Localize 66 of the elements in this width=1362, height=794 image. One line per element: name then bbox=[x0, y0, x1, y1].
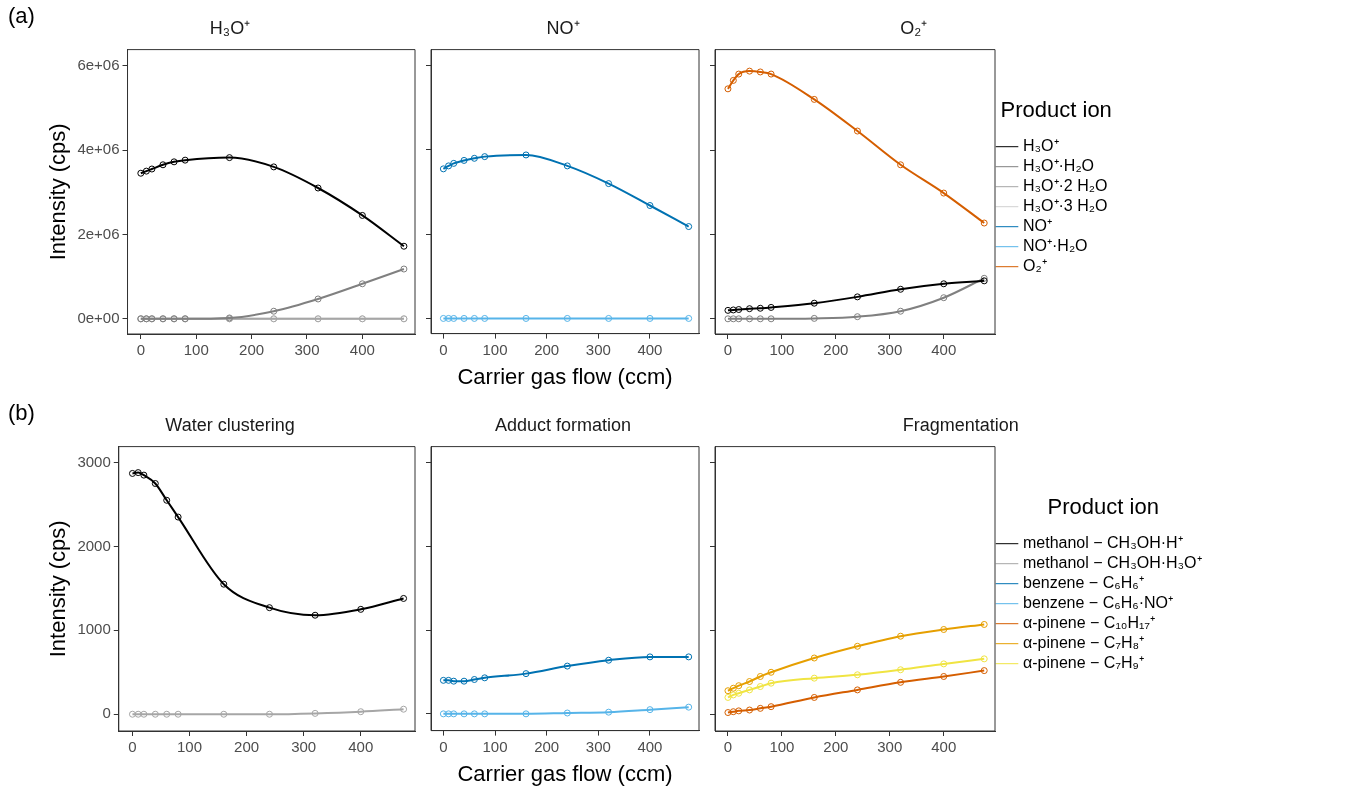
chart-title: O₂⁺ bbox=[900, 17, 928, 38]
y-tick-label: 3000 bbox=[77, 452, 111, 470]
x-tick-label: 100 bbox=[482, 737, 508, 755]
x-tick-label: 300 bbox=[585, 340, 611, 358]
x-tick-label: 300 bbox=[294, 341, 320, 359]
x-axis-title: Carrier gas flow (ccm) bbox=[457, 363, 673, 389]
legend-label: benzene − C₆H₆·NO⁺ bbox=[1023, 594, 1173, 612]
x-tick-label: 300 bbox=[291, 738, 317, 756]
x-tick-label: 0 bbox=[439, 340, 448, 358]
x-tick-label: 200 bbox=[534, 340, 560, 358]
chart-title: Fragmentation bbox=[902, 414, 1019, 435]
y-tick-label: 2e+06 bbox=[77, 224, 120, 242]
chart-title: Adduct formation bbox=[494, 414, 632, 435]
legend-label: α-pinene − C₇H₈⁺ bbox=[1023, 634, 1145, 652]
x-tick-label: 100 bbox=[769, 341, 795, 359]
legend-label: α-pinene − C₇H₉⁺ bbox=[1023, 654, 1144, 672]
x-tick-label: 200 bbox=[234, 738, 260, 756]
legend-label: H₃O⁺·3 H₂O bbox=[1023, 197, 1108, 215]
x-tick-label: 300 bbox=[877, 738, 903, 756]
legend-label: NO⁺ bbox=[1023, 217, 1052, 235]
y-tick-label: 2000 bbox=[77, 536, 111, 554]
x-tick-label: 0 bbox=[128, 738, 137, 756]
y-tick-label: 1000 bbox=[77, 620, 111, 638]
x-tick-label: 0 bbox=[723, 341, 733, 359]
y-axis-title: Intensity (cps) bbox=[45, 520, 71, 658]
x-tick-label: 300 bbox=[585, 737, 611, 755]
y-tick-label: 6e+06 bbox=[77, 55, 120, 73]
x-tick-label: 0 bbox=[439, 737, 448, 755]
legend-label: NO⁺·H₂O bbox=[1023, 237, 1088, 255]
y-tick-label: 0 bbox=[102, 704, 111, 722]
legend-label: α-pinene − C₁₀H₁₇⁺ bbox=[1023, 614, 1155, 632]
x-tick-label: 400 bbox=[931, 341, 957, 359]
x-tick-label: 400 bbox=[349, 341, 375, 359]
x-tick-label: 100 bbox=[183, 341, 209, 359]
y-tick-label: 0e+00 bbox=[77, 308, 120, 326]
x-tick-label: 100 bbox=[482, 340, 508, 358]
x-tick-label: 200 bbox=[823, 341, 849, 359]
x-tick-label: 200 bbox=[823, 738, 849, 756]
chart-title: NO⁺ bbox=[546, 17, 580, 38]
x-tick-label: 400 bbox=[931, 738, 957, 756]
x-tick-label: 300 bbox=[877, 341, 903, 359]
legend-label: methanol − CH₃OH·H⁺ bbox=[1023, 534, 1183, 552]
x-tick-label: 400 bbox=[637, 340, 663, 358]
legend-label: H₃O⁺ bbox=[1023, 137, 1059, 155]
text: (a) bbox=[8, 3, 35, 29]
legend-label: methanol − CH₃OH·H₃O⁺ bbox=[1023, 554, 1202, 572]
text: (b) bbox=[8, 400, 35, 426]
x-tick-label: 0 bbox=[723, 738, 733, 756]
x-tick-label: 400 bbox=[637, 737, 663, 755]
legend-label: H₃O⁺·H₂O bbox=[1023, 157, 1095, 175]
chart-title: H₃O⁺ bbox=[209, 17, 251, 38]
y-tick-label: 4e+06 bbox=[77, 140, 120, 158]
x-tick-label: 200 bbox=[534, 737, 560, 755]
x-tick-label: 100 bbox=[769, 738, 795, 756]
legend-title: Product ion bbox=[1000, 97, 1112, 123]
x-tick-label: 200 bbox=[239, 341, 265, 359]
chart-title: Water clustering bbox=[165, 414, 295, 435]
x-tick-label: 0 bbox=[136, 341, 145, 359]
x-axis-title: Carrier gas flow (ccm) bbox=[457, 760, 673, 786]
x-tick-label: 100 bbox=[177, 738, 203, 756]
y-axis-title: Intensity (cps) bbox=[45, 123, 71, 261]
legend-label: benzene − C₆H₆⁺ bbox=[1023, 574, 1144, 592]
legend-title: Product ion bbox=[1047, 494, 1159, 520]
x-tick-label: 400 bbox=[348, 738, 374, 756]
legend-label: O₂⁺ bbox=[1023, 257, 1047, 275]
legend-label: H₃O⁺·2 H₂O bbox=[1023, 177, 1108, 195]
